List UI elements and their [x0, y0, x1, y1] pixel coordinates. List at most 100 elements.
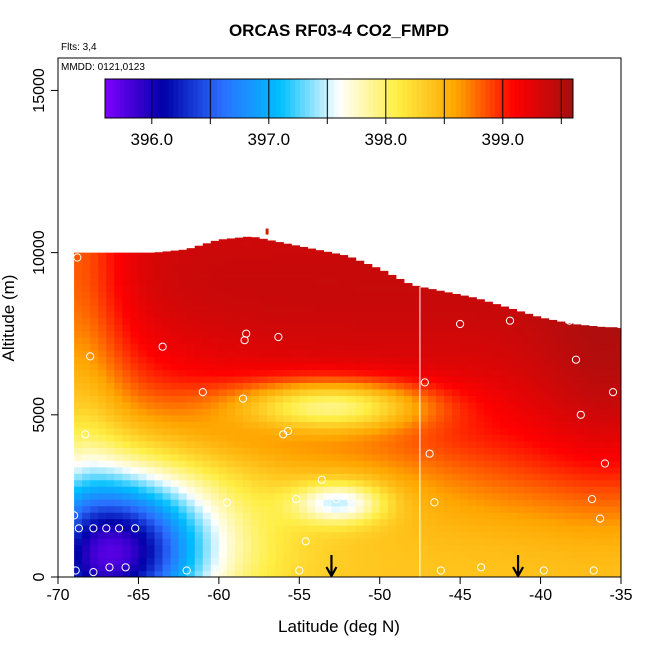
field-cell	[283, 473, 292, 481]
field-cell	[452, 382, 461, 390]
field-cell	[186, 518, 196, 526]
field-cell	[484, 570, 493, 577]
field-cell	[387, 369, 397, 377]
field-cell	[460, 362, 469, 370]
field-cell	[460, 382, 469, 390]
field-cell	[186, 369, 196, 377]
field-cell	[476, 401, 485, 409]
field-cell	[291, 356, 300, 364]
field-cell	[572, 447, 582, 455]
field-cell	[154, 421, 164, 429]
field-cell	[339, 298, 349, 306]
field-cell	[387, 544, 397, 552]
field-cell	[516, 564, 526, 572]
field-cell	[154, 330, 164, 338]
field-cell	[419, 453, 429, 461]
field-cell	[347, 447, 357, 455]
field-cell	[299, 401, 308, 409]
field-cell	[210, 298, 220, 306]
field-cell	[339, 414, 349, 422]
field-cell	[532, 538, 542, 546]
field-cell	[210, 291, 220, 299]
field-cell	[572, 362, 582, 370]
field-cell	[210, 265, 220, 273]
field-cell	[74, 551, 83, 559]
field-cell	[98, 356, 107, 364]
field-cell	[556, 466, 566, 474]
field-cell	[484, 460, 493, 468]
field-cell	[556, 349, 566, 358]
field-cell	[114, 434, 123, 442]
field-cell	[331, 285, 341, 293]
field-cell	[226, 382, 236, 390]
field-cell	[427, 440, 437, 448]
sample-point	[430, 498, 439, 507]
field-cell	[194, 311, 204, 319]
field-cell	[387, 336, 397, 345]
field-cell	[323, 259, 333, 267]
field-cell	[98, 285, 107, 293]
field-cell	[347, 408, 357, 416]
field-cell	[202, 336, 212, 345]
field-cell	[580, 453, 590, 461]
field-cell	[436, 311, 445, 319]
field-cell	[484, 356, 493, 364]
field-cell	[170, 453, 180, 461]
field-cell	[154, 285, 164, 293]
field-cell	[323, 447, 333, 455]
field-cell	[178, 538, 188, 546]
field-cell	[323, 512, 333, 520]
field-cell	[323, 272, 333, 280]
field-cell	[387, 505, 397, 513]
field-cell	[283, 311, 292, 319]
field-cell	[476, 304, 485, 312]
field-cell	[436, 473, 445, 481]
field-cell	[572, 395, 582, 403]
field-cell	[427, 291, 437, 299]
field-cell	[395, 408, 405, 416]
field-cell	[564, 499, 574, 507]
field-cell	[106, 518, 115, 526]
field-cell	[226, 336, 236, 345]
field-cell	[82, 278, 91, 286]
field-cell	[130, 343, 140, 351]
colorbar-segment	[124, 79, 130, 118]
field-cell	[548, 557, 558, 565]
field-cell	[500, 362, 509, 370]
field-cell	[572, 330, 582, 338]
field-cell	[138, 492, 148, 500]
field-cell	[371, 278, 381, 286]
field-cell	[427, 304, 437, 312]
field-cell	[146, 356, 156, 364]
field-cell	[500, 512, 509, 520]
field-cell	[178, 460, 188, 468]
field-cell	[154, 317, 164, 325]
field-cell	[226, 252, 236, 260]
field-cell	[106, 298, 115, 306]
field-cell	[419, 311, 429, 319]
colorbar-segment	[373, 79, 379, 118]
field-cell	[363, 518, 373, 526]
field-cell	[452, 492, 461, 500]
field-cell	[154, 323, 164, 332]
field-cell	[218, 349, 228, 358]
field-cell	[403, 525, 413, 533]
field-cell	[218, 518, 228, 526]
colorbar-segment	[295, 79, 301, 118]
field-cell	[283, 518, 292, 526]
field-cell	[387, 414, 397, 422]
field-cell	[194, 252, 204, 260]
field-cell	[371, 362, 381, 370]
field-cell	[202, 512, 212, 520]
field-cell	[556, 525, 566, 533]
field-cell	[588, 421, 598, 429]
field-cell	[460, 295, 469, 299]
field-cell	[387, 564, 397, 572]
field-cell	[516, 421, 526, 429]
field-cell	[226, 238, 236, 241]
field-cell	[170, 272, 180, 280]
field-cell	[387, 434, 397, 442]
field-cell	[114, 298, 123, 306]
colorbar-segment	[119, 79, 126, 118]
field-cell	[138, 538, 148, 546]
